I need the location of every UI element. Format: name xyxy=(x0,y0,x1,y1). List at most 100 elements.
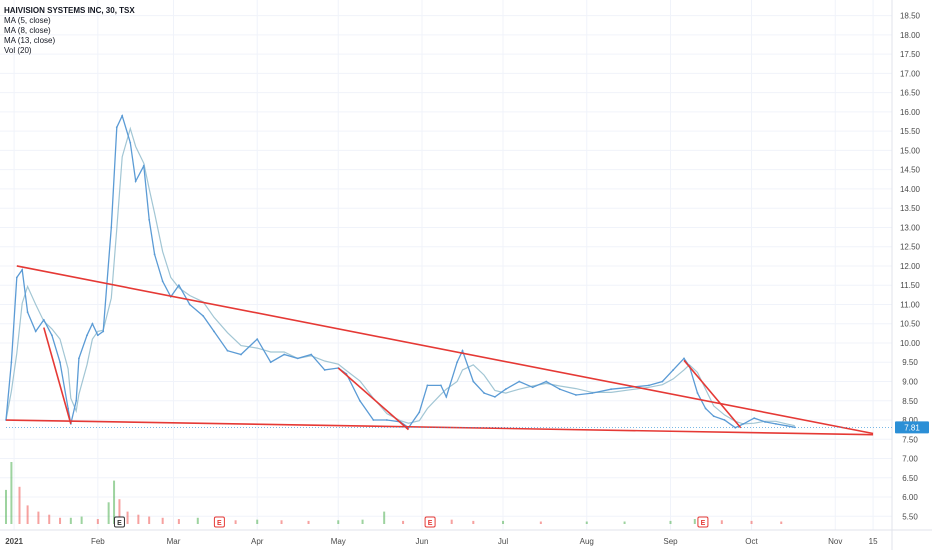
price-point xyxy=(575,394,577,396)
price-point xyxy=(91,322,94,325)
y-axis[interactable]: 5.50 6.00 6.50 7.00 7.50 8.00 8.50 9.00 9.50 10.0… xyxy=(891,0,921,550)
y-tick-label: 13.50 xyxy=(900,204,921,213)
indicator-ma13[interactable]: MA (13, close) xyxy=(4,36,56,45)
y-tick-label: 14.00 xyxy=(900,185,921,194)
price-point xyxy=(372,419,375,421)
price-point xyxy=(323,369,326,371)
price-point xyxy=(704,407,707,410)
trendline xyxy=(337,367,410,431)
last-price-label-layer: 7.81 xyxy=(6,421,929,434)
symbol-title[interactable]: HAIVISION SYSTEMS INC, 30, TSX xyxy=(4,6,135,15)
volume-bar xyxy=(256,519,259,524)
volume-bar xyxy=(383,511,386,524)
chart-legend: HAIVISION SYSTEMS INC, 30, TSX MA (5, cl… xyxy=(4,6,135,56)
earnings-marker-label: E xyxy=(428,520,433,527)
volume-bar xyxy=(96,519,99,524)
price-point xyxy=(483,392,486,394)
y-tick-label: 8.00 xyxy=(902,416,918,425)
y-tick-label: 16.00 xyxy=(900,108,921,117)
price-point xyxy=(531,386,534,389)
moving-average-lines xyxy=(5,126,795,427)
volume-bar xyxy=(502,520,505,524)
x-tick-label: Aug xyxy=(580,537,594,546)
price-point xyxy=(445,396,448,398)
price-point xyxy=(256,338,259,341)
y-tick-label: 16.50 xyxy=(900,89,921,98)
volume-bar xyxy=(37,511,40,524)
volume-bar xyxy=(126,511,129,524)
volume-bar xyxy=(337,520,340,524)
trendline xyxy=(16,265,874,435)
trendline xyxy=(43,327,72,425)
price-point xyxy=(723,419,726,421)
indicator-vol20[interactable]: Vol (20) xyxy=(4,46,32,55)
price-point xyxy=(591,392,594,394)
price-point xyxy=(296,357,299,360)
price-point xyxy=(75,399,78,402)
indicator-ma8[interactable]: MA (8, close) xyxy=(4,26,51,35)
last-price-value: 7.81 xyxy=(904,423,920,432)
earnings-marker-box xyxy=(113,516,125,528)
y-tick-label: 17.00 xyxy=(900,69,921,78)
price-point xyxy=(456,361,459,364)
y-tick-label: 9.50 xyxy=(902,358,918,367)
x-tick-label: May xyxy=(331,537,346,546)
volume-bar xyxy=(5,489,7,524)
price-point xyxy=(518,380,521,383)
trendlines xyxy=(5,265,874,436)
price-line xyxy=(5,113,795,429)
price-point xyxy=(672,369,675,371)
price-point xyxy=(661,380,664,383)
volume-bars xyxy=(5,462,783,524)
price-point xyxy=(134,180,137,183)
volume-bar xyxy=(402,520,405,524)
x-tick-label: Sep xyxy=(663,537,678,546)
y-tick-label: 12.00 xyxy=(900,262,921,271)
volume-bar xyxy=(107,502,110,524)
price-point xyxy=(142,164,145,167)
earnings-marker-label: E xyxy=(217,520,222,527)
earnings-marker-box xyxy=(697,516,709,528)
y-tick-label: 18.00 xyxy=(900,31,921,40)
volume-bar xyxy=(750,520,753,524)
price-point xyxy=(461,349,464,352)
price-point xyxy=(610,388,612,391)
volume-bar xyxy=(780,521,783,524)
volume-bar xyxy=(693,519,696,524)
price-point xyxy=(426,384,429,387)
x-tick-label: Oct xyxy=(745,537,758,546)
earnings-marker[interactable]: E xyxy=(697,516,709,528)
x-axis[interactable]: 2021 Feb Mar Apr May Jun Jul Aug Sep Oct Nov 15 xyxy=(0,529,932,546)
earnings-marker[interactable]: E xyxy=(424,516,436,528)
price-point xyxy=(742,422,745,425)
y-tick-label: 13.00 xyxy=(900,223,921,232)
price-point xyxy=(129,141,132,144)
price-point xyxy=(213,330,215,333)
price-point xyxy=(15,276,18,279)
earnings-marker[interactable]: E xyxy=(113,516,125,528)
price-point xyxy=(188,303,191,306)
y-tick-label: 8.50 xyxy=(902,397,918,406)
price-point xyxy=(647,384,650,387)
last-price-badge xyxy=(895,421,929,434)
price-point xyxy=(26,311,29,314)
price-point xyxy=(269,361,272,364)
price-point xyxy=(115,126,118,129)
price-point xyxy=(51,334,53,337)
volume-bar xyxy=(234,520,237,524)
earnings-marker[interactable]: E xyxy=(213,516,225,528)
y-tick-label: 17.50 xyxy=(900,50,921,59)
price-point xyxy=(712,415,715,418)
price-point xyxy=(96,334,99,337)
price-point xyxy=(385,419,388,421)
volume-bar xyxy=(69,517,72,524)
volume-bar xyxy=(196,517,199,524)
price-point xyxy=(21,268,24,271)
price-point xyxy=(10,361,13,364)
price-point xyxy=(418,411,421,414)
y-tick-label: 7.50 xyxy=(902,435,918,444)
indicator-ma5[interactable]: MA (5, close) xyxy=(4,16,51,25)
y-tick-label: 11.50 xyxy=(900,281,920,290)
y-tick-label: 6.00 xyxy=(902,493,918,502)
